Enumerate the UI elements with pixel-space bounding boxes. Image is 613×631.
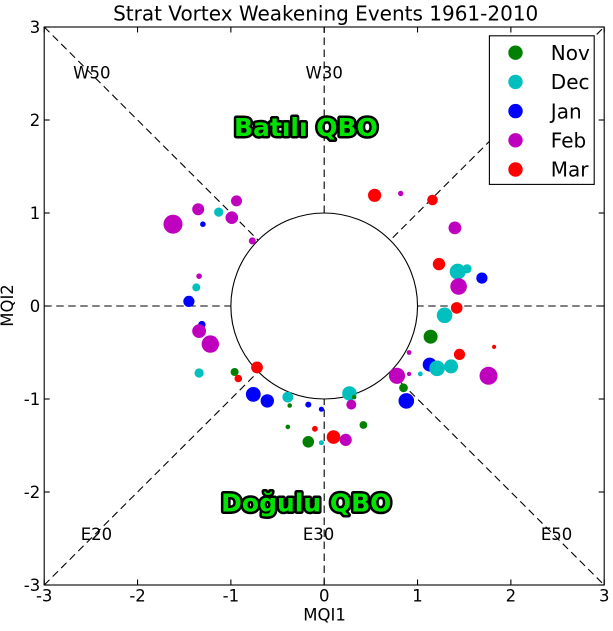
scatter-point-feb-1 — [192, 203, 205, 216]
y-tick-label-5: -2 — [24, 483, 40, 502]
scatter-point-feb-55 — [398, 190, 404, 197]
scatter-point-mar-15 — [234, 374, 243, 383]
region-label-e30: E30 — [303, 525, 334, 544]
scatter-point-feb-11 — [192, 324, 207, 338]
x-tick-label-0: -3 — [36, 587, 52, 606]
scatter-point-dec-49 — [449, 263, 466, 280]
scatter-point-feb-12 — [201, 335, 219, 353]
scatter-point-feb-4 — [231, 195, 242, 207]
legend-label-mar: Mar — [551, 158, 590, 182]
scatter-point-mar-52 — [432, 257, 446, 271]
scatter-point-jan-48 — [476, 272, 488, 284]
scatter-point-feb-53 — [448, 221, 462, 235]
legend-label-feb: Feb — [551, 129, 586, 153]
scatter-point-feb-36 — [406, 371, 412, 377]
scatter-point-dec-42 — [444, 359, 459, 374]
scatter-point-mar-56 — [368, 188, 382, 202]
region-label-e50: E50 — [541, 525, 572, 544]
scatter-point-jan-5 — [200, 221, 206, 227]
legend-label-jan: Jan — [549, 99, 582, 123]
scatter-point-nov-20 — [287, 403, 293, 408]
x-tick-label-2: -1 — [223, 587, 239, 606]
scatter-point-nov-39 — [423, 329, 438, 344]
legend-label-dec: Dec — [551, 70, 590, 94]
y-tick-label-1: 2 — [30, 111, 41, 130]
scatter-point-nov-14 — [230, 368, 239, 376]
scatter-point-feb-45 — [479, 366, 498, 385]
x-tick-label-6: 3 — [599, 587, 610, 606]
x-axis-label: MQI1 — [303, 606, 346, 625]
x-tick-label-3: 0 — [319, 587, 330, 606]
y-tick-label-4: -1 — [24, 390, 40, 409]
scatter-point-mar-43 — [453, 348, 466, 360]
scatter-point-jan-17 — [245, 387, 261, 402]
x-tick-label-1: -2 — [129, 587, 145, 606]
scatter-point-mar-24 — [312, 425, 318, 432]
scatter-point-dec-8 — [192, 283, 201, 292]
y-tick-label-3: 0 — [30, 297, 41, 316]
scatter-point-mar-54 — [427, 194, 438, 206]
scatter-point-feb-51 — [450, 278, 467, 295]
scatter-point-feb-3 — [225, 211, 239, 224]
x-tick-label-4: 1 — [412, 587, 423, 606]
y-tick-label-2: 1 — [30, 204, 41, 223]
scatter-point-feb-0 — [163, 214, 183, 234]
scatter-point-mar-44 — [492, 344, 497, 349]
scatter-point-dec-37 — [417, 371, 423, 377]
legend-box — [488, 35, 595, 185]
unit-circle — [230, 212, 419, 400]
scatter-point-dec-19 — [282, 391, 294, 403]
scatter-point-nov-29 — [359, 421, 368, 429]
legend-marker-feb — [508, 133, 523, 148]
scatter-point-jan-34 — [398, 393, 415, 409]
y-axis-label: MQI2 — [0, 284, 17, 327]
scatter-point-mar-47 — [450, 302, 463, 314]
x-tick-label-5: 2 — [506, 587, 517, 606]
scatter-point-dec-50 — [462, 264, 472, 274]
scatter-point-feb-38 — [406, 350, 412, 355]
scatter-point-feb-35 — [388, 367, 406, 384]
legend-marker-jan — [508, 103, 523, 119]
legend-marker-mar — [508, 162, 523, 177]
scatter-point-feb-32 — [346, 399, 357, 410]
region-label-e20: E20 — [81, 525, 112, 544]
scatter-point-nov-33 — [399, 383, 408, 393]
scatter-point-dec-27 — [318, 440, 324, 446]
scatter-point-jan-9 — [183, 295, 195, 307]
scatter-point-nov-25 — [302, 436, 315, 448]
scatter-point-dec-46 — [436, 307, 453, 324]
legend-marker-nov — [508, 45, 523, 60]
scatter-point-feb-6 — [248, 237, 256, 245]
scatter-point-nov-23 — [285, 424, 291, 430]
annotation-easterly-qbo: Doğulu QBO — [221, 489, 391, 518]
annotation-westerly-qbo: Batılı QBO — [234, 113, 378, 142]
scatter-point-dec-41 — [429, 360, 445, 377]
scatter-point-dec-13 — [194, 368, 204, 378]
y-tick-label-6: -3 — [24, 576, 40, 595]
scatter-point-feb-28 — [339, 433, 352, 446]
region-label-w30: W30 — [306, 63, 343, 82]
legend-marker-dec — [508, 74, 523, 90]
scatter-point-mar-16 — [251, 361, 263, 374]
scatter-point-jan-22 — [318, 406, 324, 412]
scatter-point-dec-2 — [214, 207, 224, 217]
scatter-point-jan-18 — [260, 394, 274, 408]
scatter-point-mar-26 — [326, 430, 341, 444]
scatter-point-feb-7 — [196, 273, 202, 280]
chart-title: Strat Vortex Weakening Events 1961-2010 — [113, 2, 538, 26]
y-tick-label-0: 3 — [30, 18, 41, 37]
scatter-point-jan-21 — [305, 401, 312, 408]
scatter-point-nov-31 — [351, 394, 357, 400]
legend-label-nov: Nov — [551, 41, 590, 65]
region-label-w50: W50 — [73, 63, 110, 82]
